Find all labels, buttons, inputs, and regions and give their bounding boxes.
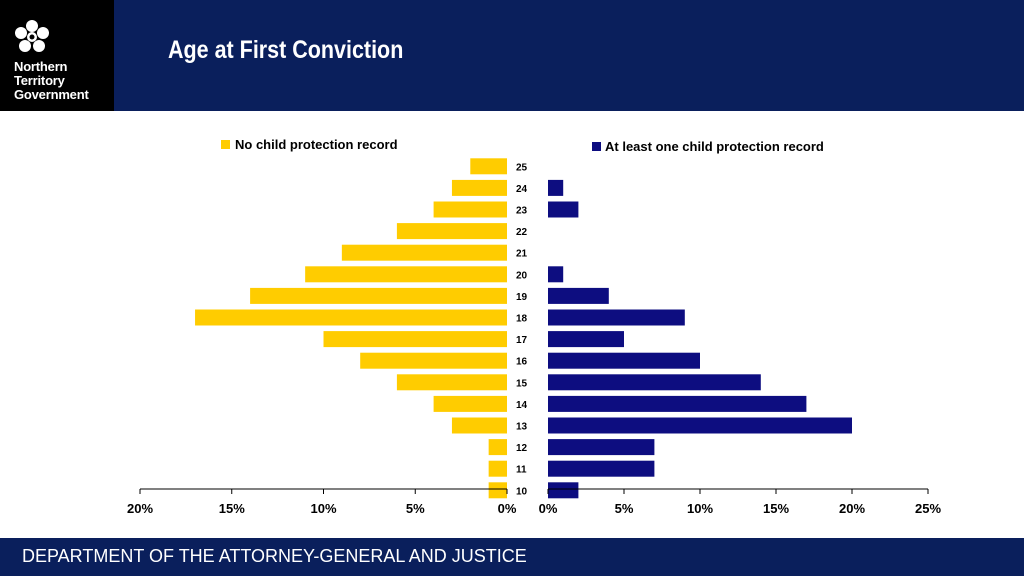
left-bar-age-21 — [341, 244, 507, 261]
left-bar-age-16 — [360, 352, 507, 369]
right-x-tick-label: 5% — [615, 501, 634, 516]
age-label-22: 22 — [516, 227, 528, 238]
left-x-tick-label: 20% — [127, 501, 153, 516]
right-bar-age-18 — [548, 309, 685, 326]
logo-line-2: Territory — [14, 73, 65, 88]
left-x-tick-label: 10% — [310, 501, 336, 516]
right-bar-age-16 — [548, 352, 700, 369]
right-bar-age-24 — [548, 179, 564, 196]
age-label-20: 20 — [516, 270, 528, 281]
left-bar-age-12 — [488, 439, 507, 456]
left-bar-age-24 — [451, 179, 507, 196]
right-bar-age-17 — [548, 331, 624, 348]
flower-icon — [15, 20, 49, 52]
left-bar-age-22 — [396, 223, 507, 240]
footer-bar: DEPARTMENT OF THE ATTORNEY-GENERAL AND J… — [0, 538, 1024, 576]
age-conviction-chart: No child protection record 20% 15% 10% 5% 0%… — [127, 137, 942, 516]
left-bar-age-14 — [433, 395, 507, 412]
age-label-19: 19 — [516, 292, 528, 303]
left-bar-age-18 — [195, 309, 508, 326]
age-label-24: 24 — [516, 184, 528, 195]
left-bar-age-11 — [488, 460, 507, 477]
header-bar: Northern Territory Government Age at Fir… — [0, 0, 1024, 111]
left-bar-age-15 — [396, 374, 507, 391]
right-bar-age-10 — [548, 482, 579, 499]
age-label-16: 16 — [516, 357, 528, 368]
logo-text: Northern Territory Government — [14, 60, 89, 102]
left-x-tick-label: 15% — [219, 501, 245, 516]
age-label-17: 17 — [516, 335, 528, 346]
age-label-11: 11 — [516, 465, 527, 476]
age-label-14: 14 — [516, 400, 528, 411]
legend-swatch-right — [592, 142, 601, 151]
right-bar-age-15 — [548, 374, 761, 391]
left-bar-age-23 — [433, 201, 507, 218]
right-bar-age-14 — [548, 395, 807, 412]
legend-swatch-left — [221, 140, 230, 149]
right-bar-age-12 — [548, 439, 655, 456]
logo-line-3: Government — [14, 87, 89, 102]
right-x-tick-label: 25% — [915, 501, 941, 516]
footer-text: DEPARTMENT OF THE ATTORNEY-GENERAL AND J… — [22, 546, 527, 566]
page-title: Age at First Conviction — [168, 36, 404, 64]
left-x-tick-label: 0% — [498, 501, 517, 516]
right-x-tick-label: 10% — [687, 501, 713, 516]
right-x-tick-label: 20% — [839, 501, 865, 516]
age-label-13: 13 — [516, 422, 528, 433]
left-chart: No child protection record 20% 15% 10% 5% 0% — [127, 137, 517, 516]
age-label-10: 10 — [516, 486, 528, 497]
left-bar-age-19 — [250, 287, 507, 304]
left-bar-age-13 — [451, 417, 507, 434]
right-bar-age-20 — [548, 266, 564, 283]
left-bar-age-25 — [470, 158, 507, 175]
logo-line-1: Northern — [14, 59, 68, 74]
right-chart: At least one child protection record 0% 5… — [539, 139, 942, 516]
nt-government-logo: Northern Territory Government — [0, 0, 114, 111]
right-bar-age-13 — [548, 417, 852, 434]
left-x-tick-label: 5% — [406, 501, 425, 516]
age-label-15: 15 — [516, 378, 528, 389]
right-bar-age-23 — [548, 201, 579, 218]
left-bar-age-20 — [305, 266, 507, 283]
age-label-25: 25 — [516, 162, 528, 173]
left-bar-age-10 — [488, 482, 507, 499]
right-bar-age-19 — [548, 287, 609, 304]
age-label-21: 21 — [516, 249, 528, 260]
age-label-18: 18 — [516, 314, 528, 325]
legend-label-left: No child protection record — [235, 137, 398, 152]
legend-label-right: At least one child protection record — [605, 139, 824, 154]
right-x-tick-label: 0% — [539, 501, 558, 516]
right-bar-age-11 — [548, 460, 655, 477]
age-label-23: 23 — [516, 206, 528, 217]
age-label-12: 12 — [516, 443, 528, 454]
left-bar-age-17 — [323, 331, 507, 348]
right-x-tick-label: 15% — [763, 501, 789, 516]
